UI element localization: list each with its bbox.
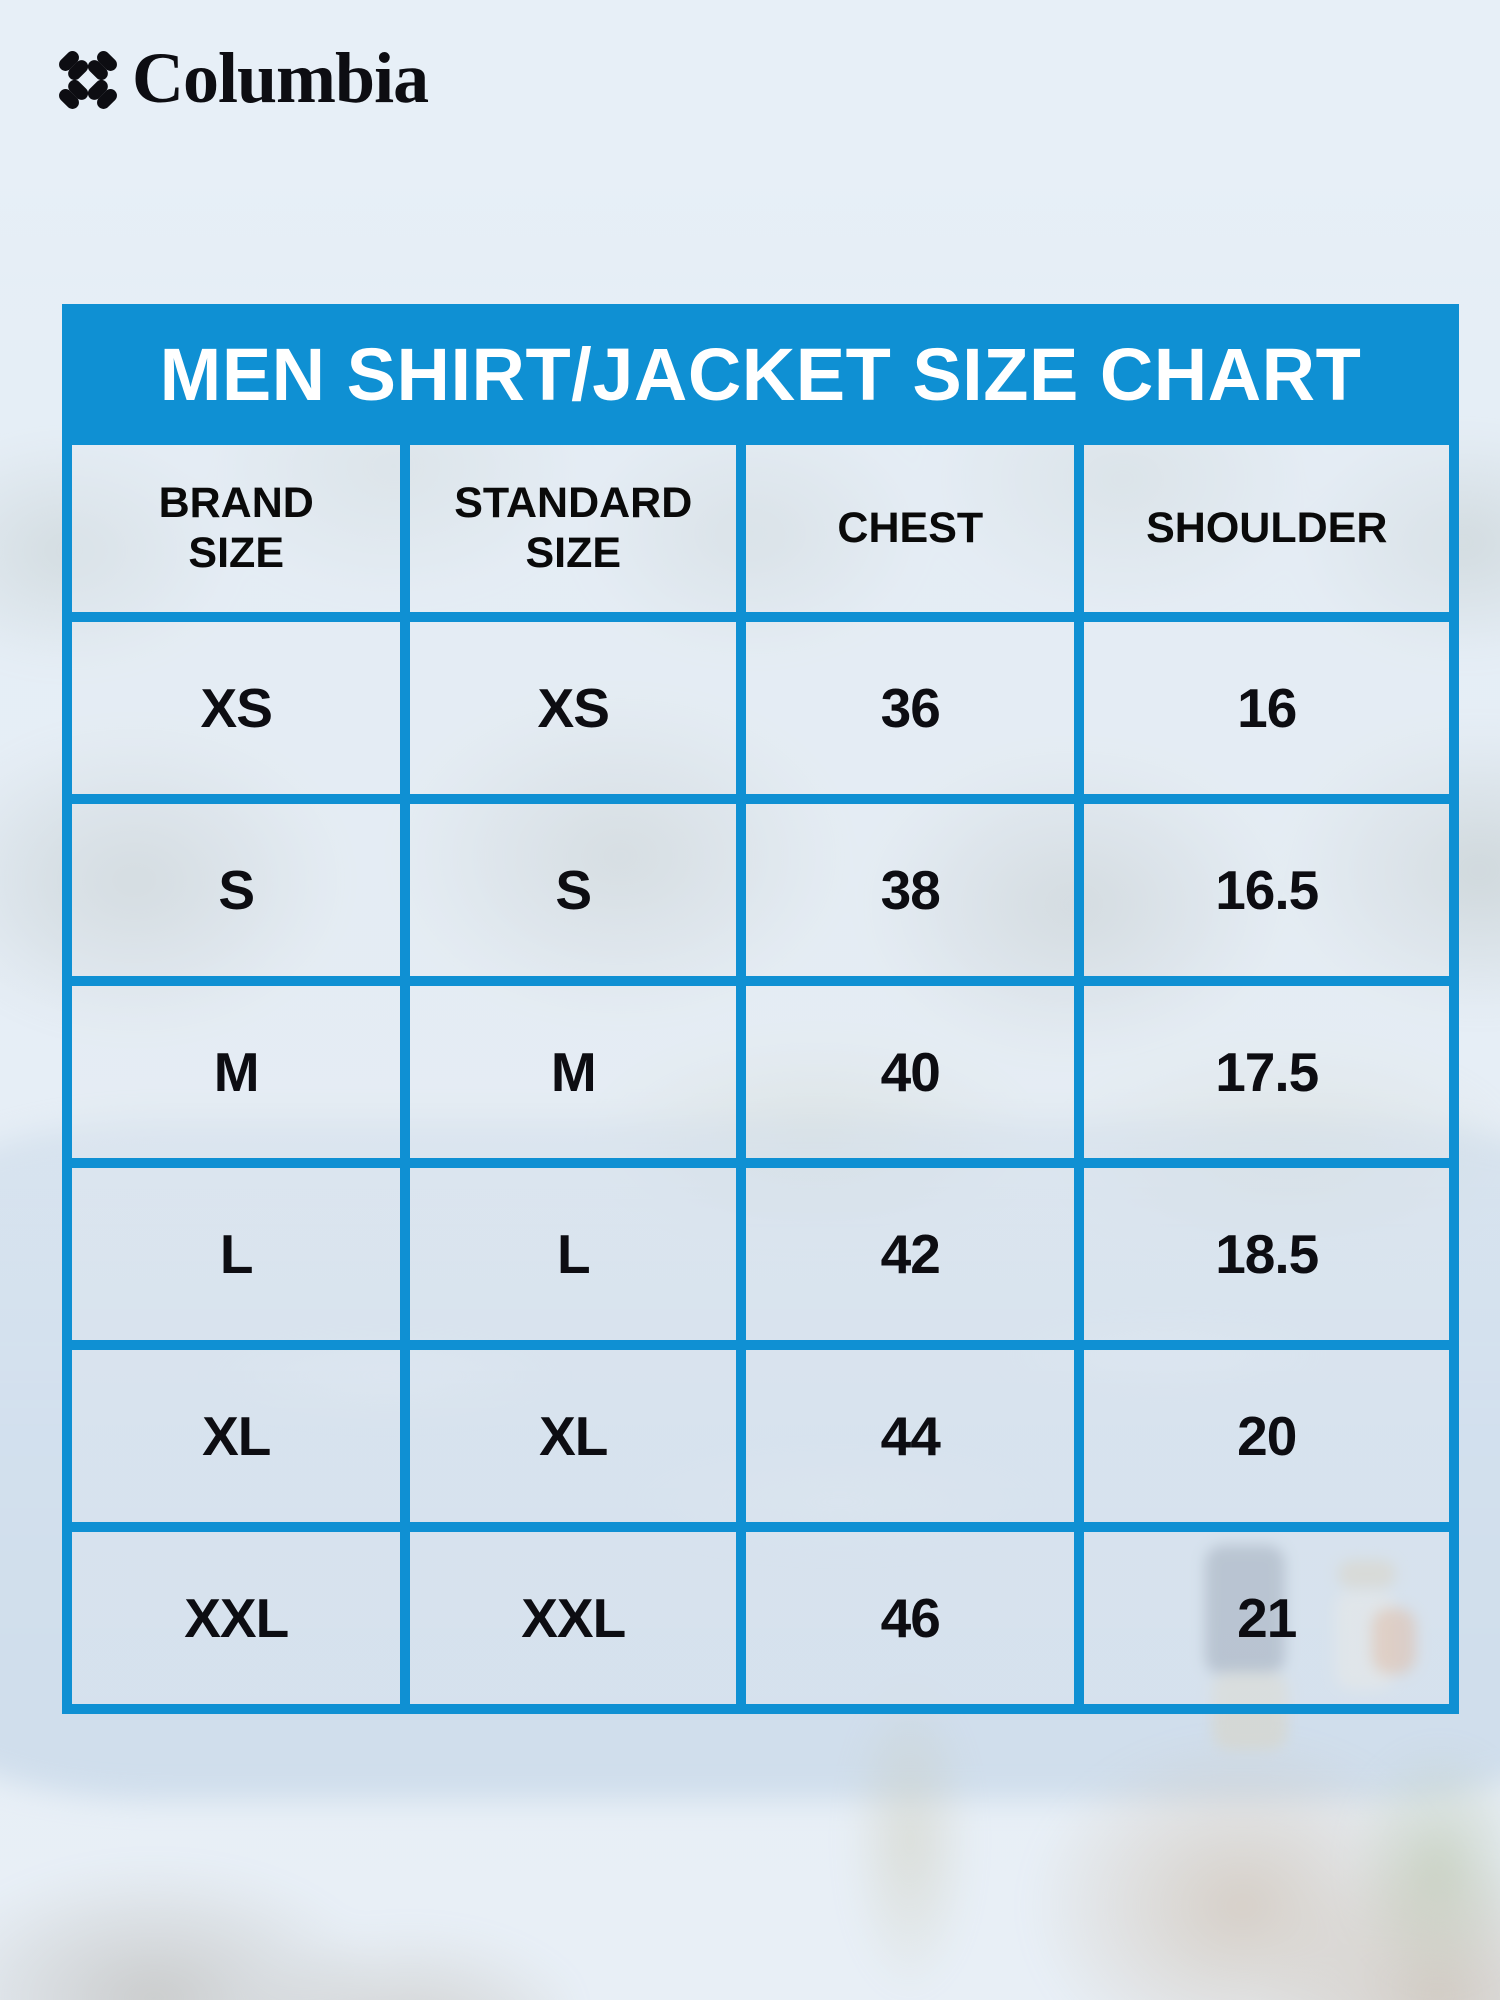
- title-row: MEN SHIRT/JACKET SIZE CHART: [62, 304, 1459, 445]
- size-cell: L: [61, 1158, 411, 1350]
- table-row: XXL XXL 46 21: [61, 1522, 1459, 1714]
- size-cell: 38: [736, 794, 1085, 986]
- column-header-standard-size: STANDARD SIZE: [400, 435, 747, 622]
- size-cell: M: [61, 976, 411, 1168]
- size-cell: 44: [736, 1340, 1085, 1532]
- size-cell: 18.5: [1074, 1158, 1459, 1350]
- chart-title: MEN SHIRT/JACKET SIZE CHART: [62, 304, 1459, 445]
- size-cell: 21: [1074, 1522, 1459, 1714]
- column-header-row: BRAND SIZE STANDARD SIZE CHEST SHOULDER: [61, 435, 1459, 622]
- table-row: XS XS 36 16: [61, 612, 1459, 804]
- size-cell: 46: [736, 1522, 1085, 1714]
- size-cell: XXL: [61, 1522, 411, 1714]
- size-cell: 40: [736, 976, 1085, 1168]
- table-row: M M 40 17.5: [61, 976, 1459, 1168]
- size-cell: L: [400, 1158, 747, 1350]
- column-header-brand-size: BRAND SIZE: [61, 435, 411, 622]
- size-cell: 17.5: [1074, 976, 1459, 1168]
- size-cell: XS: [400, 612, 747, 804]
- columbia-diamond-icon: [50, 42, 126, 118]
- size-cell: XL: [400, 1340, 747, 1532]
- size-cell: S: [400, 794, 747, 986]
- size-chart-table: MEN SHIRT/JACKET SIZE CHART BRAND SIZE S…: [61, 304, 1459, 1714]
- size-cell: XS: [61, 612, 411, 804]
- size-cell: S: [61, 794, 411, 986]
- size-cell: XXL: [400, 1522, 747, 1714]
- table-row: XL XL 44 20: [61, 1340, 1459, 1532]
- columbia-logo: Columbia: [50, 38, 429, 118]
- columbia-wordmark: Columbia: [132, 38, 429, 118]
- size-cell: 20: [1074, 1340, 1459, 1532]
- table-row: S S 38 16.5: [61, 794, 1459, 986]
- size-cell: XL: [61, 1340, 411, 1532]
- column-header-shoulder: SHOULDER: [1074, 435, 1459, 622]
- size-cell: 36: [736, 612, 1085, 804]
- size-cell: 16: [1074, 612, 1459, 804]
- size-cell: 42: [736, 1158, 1085, 1350]
- column-header-chest: CHEST: [736, 435, 1085, 622]
- table-row: L L 42 18.5: [61, 1158, 1459, 1350]
- size-cell: M: [400, 976, 747, 1168]
- size-cell: 16.5: [1074, 794, 1459, 986]
